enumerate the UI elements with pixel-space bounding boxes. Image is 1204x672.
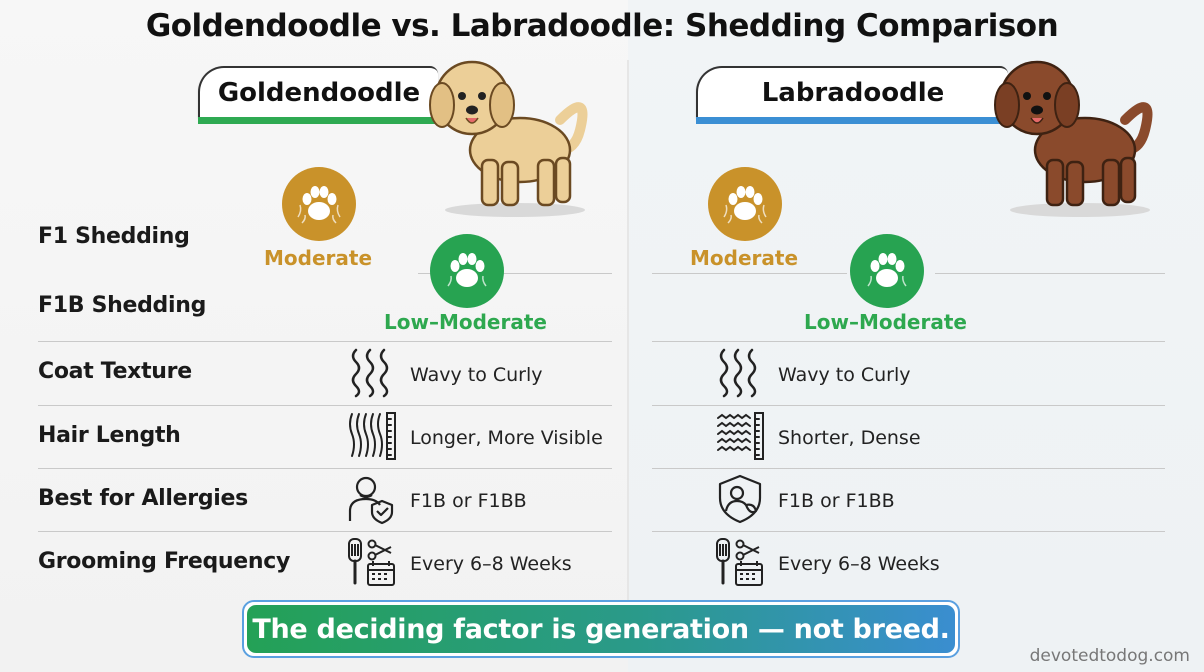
labradoodle-dog-icon xyxy=(994,60,1153,217)
goldendoodle-dog-icon xyxy=(429,60,588,217)
row-divider xyxy=(652,405,1165,406)
row-label-coat-texture: Coat Texture xyxy=(38,359,192,384)
brush-scissors-calendar-icon xyxy=(348,538,395,586)
hair-length-goldendoodle: Longer, More Visible xyxy=(410,427,603,449)
row-divider xyxy=(418,273,612,274)
shield-person-icon xyxy=(718,474,762,524)
hair-ruler-icon xyxy=(349,412,396,460)
paw-icon xyxy=(430,234,504,308)
row-divider xyxy=(38,468,612,469)
row-divider xyxy=(652,273,847,274)
paw-icon xyxy=(850,234,924,308)
f1-level-labradoodle: Moderate xyxy=(690,246,799,270)
coat-texture-goldendoodle: Wavy to Curly xyxy=(410,364,543,386)
row-label-grooming-frequency: Grooming Frequency xyxy=(38,549,291,574)
f1-level-goldendoodle: Moderate xyxy=(264,246,373,270)
f1b-level-labradoodle: Low–Moderate xyxy=(804,310,967,334)
f1b-level-goldendoodle: Low–Moderate xyxy=(384,310,547,334)
paw-shedding-icon xyxy=(708,167,782,241)
wavy-lines-icon xyxy=(719,348,757,398)
conclusion-banner: The deciding factor is generation — not … xyxy=(242,600,960,658)
coat-texture-labradoodle: Wavy to Curly xyxy=(778,364,911,386)
allergy-goldendoodle: F1B or F1BB xyxy=(410,490,527,512)
brush-scissors-calendar-icon xyxy=(716,538,763,586)
labradoodle-name: Labradoodle xyxy=(761,78,945,108)
conclusion-text: The deciding factor is generation — not … xyxy=(247,605,955,653)
hair-length-labradoodle: Shorter, Dense xyxy=(778,427,921,449)
center-divider xyxy=(627,60,629,600)
row-divider xyxy=(38,531,612,532)
goldendoodle-tag: Goldendoodle xyxy=(198,66,438,124)
row-divider xyxy=(38,341,612,342)
goldendoodle-accent-bar xyxy=(198,117,438,124)
row-label-f1b-shedding: F1B Shedding xyxy=(38,293,207,318)
paw-shedding-icon xyxy=(282,167,356,241)
grooming-labradoodle: Every 6–8 Weeks xyxy=(778,553,940,575)
row-label-hair-length: Hair Length xyxy=(38,423,181,448)
page-title: Goldendoodle vs. Labradoodle: Shedding C… xyxy=(145,8,1059,44)
labradoodle-accent-bar xyxy=(696,117,1008,124)
row-label-best-for-allergies: Best for Allergies xyxy=(38,486,248,511)
grooming-goldendoodle: Every 6–8 Weeks xyxy=(410,553,572,575)
labradoodle-tag: Labradoodle xyxy=(696,66,1008,124)
allergy-labradoodle: F1B or F1BB xyxy=(778,490,895,512)
goldendoodle-name: Goldendoodle xyxy=(217,78,421,108)
row-label-f1-shedding: F1 Shedding xyxy=(38,224,190,249)
wavy-lines-icon xyxy=(351,348,389,398)
row-divider xyxy=(652,531,1165,532)
row-divider xyxy=(935,273,1165,274)
hair-ruler-icon xyxy=(717,412,764,460)
person-shield-icon xyxy=(348,476,394,525)
row-divider xyxy=(38,405,612,406)
row-divider xyxy=(652,341,1165,342)
site-credit: devotedtodog.com xyxy=(1029,646,1190,666)
row-divider xyxy=(652,468,1165,469)
